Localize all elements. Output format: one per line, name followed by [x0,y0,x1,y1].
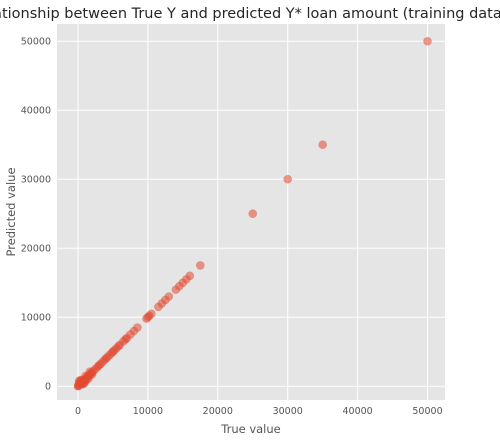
y-axis-label: Predicted value [4,167,18,256]
data-point [171,285,181,294]
x-tick-label: 20000 [203,406,233,417]
y-tick-label: 30000 [21,175,51,186]
data-point [423,36,432,46]
data-point [318,140,327,150]
x-tick-label: 0 [75,406,81,417]
data-point [283,174,293,184]
data-point [74,378,84,388]
data-point [142,314,151,323]
y-tick-label: 40000 [21,106,51,117]
y-tick-label: 10000 [21,313,51,324]
x-tick-label: 50000 [412,406,442,417]
chart-title: relationship between True Y and predicte… [0,6,500,22]
data-point [85,367,95,377]
data-point [248,209,258,219]
x-tick-label: 10000 [133,406,163,417]
data-point [196,261,205,270]
y-tick-labels: 0 10000 20000 30000 40000 50000 [21,37,51,393]
x-tick-label: 40000 [342,406,372,417]
grid-lines [57,24,445,400]
y-tick-label: 20000 [21,244,51,255]
data-points [73,36,432,391]
y-tick-label: 0 [45,382,51,393]
x-axis-label: True value [220,422,281,436]
x-tick-label: 30000 [273,406,303,417]
y-tick-label: 50000 [21,37,51,48]
data-point [154,302,163,312]
x-tick-labels: 0 10000 20000 30000 40000 50000 [75,406,443,417]
